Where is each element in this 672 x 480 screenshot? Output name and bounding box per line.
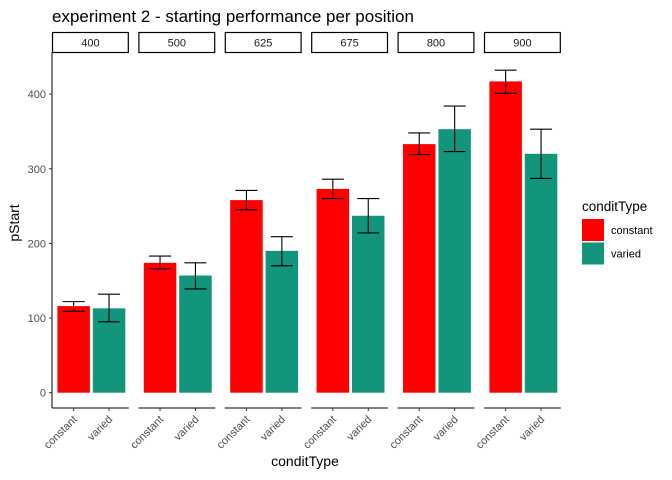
x-tick-label: constant bbox=[42, 414, 80, 452]
facet-panel-900: 900 constant varied bbox=[474, 31, 561, 452]
facet-strip bbox=[397, 31, 475, 54]
y-tick-label: 400 bbox=[28, 89, 46, 101]
bar-constant bbox=[230, 200, 263, 393]
facet-strip bbox=[311, 31, 389, 54]
x-tick-label: varied bbox=[172, 414, 202, 444]
facet-strip-label: 675 bbox=[340, 38, 358, 50]
facet-strip-label: 900 bbox=[513, 38, 531, 50]
y-tick-label: 0 bbox=[40, 388, 46, 400]
x-tick-label: varied bbox=[345, 414, 375, 444]
legend-key-constant bbox=[582, 219, 604, 241]
bar-varied bbox=[92, 308, 126, 393]
bar-varied bbox=[524, 153, 558, 393]
legend-label-varied: varied bbox=[611, 249, 641, 261]
bar-varied bbox=[438, 129, 471, 393]
bar-constant bbox=[489, 81, 522, 393]
y-tick-label: 300 bbox=[28, 164, 46, 176]
legend-key-varied bbox=[582, 242, 604, 265]
facet-strip bbox=[224, 31, 302, 54]
bar-varied bbox=[352, 215, 385, 393]
x-tick-label: constant bbox=[215, 414, 253, 452]
x-tick-label: constant bbox=[387, 414, 425, 452]
facet-strip bbox=[483, 31, 561, 54]
legend-title: conditType bbox=[582, 199, 647, 214]
x-tick-label: varied bbox=[85, 414, 115, 444]
facet-panel-625: 625 constant varied bbox=[215, 31, 302, 452]
facet-strip-label: 400 bbox=[81, 38, 99, 50]
y-tick-label: 200 bbox=[28, 238, 46, 250]
facet-strip-label: 800 bbox=[427, 38, 445, 50]
facet-strip bbox=[51, 31, 129, 54]
bar-constant bbox=[143, 262, 177, 393]
x-tick-label: varied bbox=[431, 414, 461, 444]
bar-constant bbox=[403, 144, 436, 393]
facet-strip-label: 500 bbox=[168, 38, 186, 50]
bar-constant bbox=[316, 188, 350, 393]
y-axis-title: pStart bbox=[6, 204, 22, 241]
bar-varied bbox=[179, 275, 212, 393]
y-tick-label: 100 bbox=[28, 313, 46, 325]
x-tick-label: constant bbox=[128, 414, 166, 452]
legend-label-constant: constant bbox=[611, 225, 653, 237]
x-tick-label: constant bbox=[474, 414, 512, 452]
x-tick-label: varied bbox=[517, 414, 547, 444]
facet-panel-500: 500 constant varied bbox=[128, 31, 216, 452]
x-axis-title: conditType bbox=[271, 453, 339, 469]
facet-strip-label: 625 bbox=[254, 38, 272, 50]
bar-varied bbox=[265, 250, 299, 393]
legend: conditType constant varied bbox=[582, 199, 653, 265]
facet-panel-400: 400 constant varied bbox=[42, 31, 129, 452]
facet-panel-800: 800 constant varied bbox=[387, 31, 475, 452]
facet-panel-675: 675 constant varied bbox=[301, 31, 389, 452]
bar-constant bbox=[57, 306, 90, 393]
chart-title: experiment 2 - starting performance per … bbox=[52, 7, 414, 26]
x-tick-label: varied bbox=[258, 414, 288, 444]
facet-strip bbox=[138, 31, 216, 54]
x-tick-label: constant bbox=[301, 414, 339, 452]
